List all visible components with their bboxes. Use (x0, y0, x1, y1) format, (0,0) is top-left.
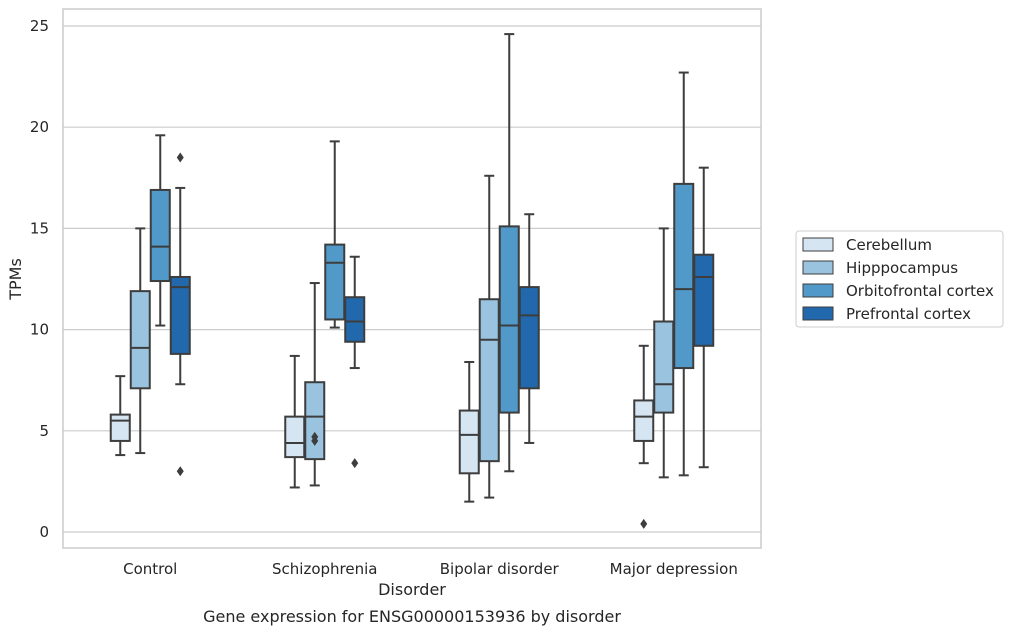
legend[interactable]: Cerebellum Hipppocampus Orbitofrontal cort… (795, 230, 1004, 328)
box-prefrontal-cortex (518, 213, 540, 444)
box-body (693, 253, 715, 347)
box-body (149, 188, 171, 283)
box-cerebellum (109, 375, 131, 457)
x-tick-label: Control (123, 560, 177, 578)
outlier-point (176, 466, 184, 477)
x-axis-label: Disorder (378, 580, 446, 599)
box-prefrontal-cortex (169, 152, 191, 477)
x-tick-label: Major depression (610, 560, 738, 578)
y-tick-label: 15 (30, 219, 49, 237)
legend-swatch (802, 260, 834, 275)
x-tick-label: Bipolar disorder (440, 560, 560, 578)
box-hipppocampus (304, 282, 326, 487)
legend-label: Cerebellum (846, 236, 932, 254)
box-orbitofrontal-cortex (324, 140, 346, 329)
box-hipppocampus (129, 227, 151, 455)
y-tick-labels: 0 5 10 15 20 25 (30, 17, 49, 541)
x-tick-label: Schizophrenia (272, 560, 377, 578)
legend-label: Prefrontal cortex (846, 305, 971, 323)
box-orbitofrontal-cortex (149, 134, 171, 327)
plot-frame (62, 8, 762, 549)
y-tick-label: 25 (30, 17, 49, 35)
outlier-point (311, 431, 319, 442)
legend-label: Orbitofrontal cortex (846, 282, 994, 300)
outlier-point (640, 518, 648, 529)
legend-swatch (802, 237, 834, 252)
box-prefrontal-cortex (344, 255, 366, 469)
box-cerebellum (633, 344, 655, 529)
box-body (304, 381, 326, 461)
x-tick-labels: Control Schizophrenia Bipolar disorder Majo… (123, 560, 738, 578)
box-body (129, 290, 151, 390)
y-tick-label: 5 (39, 422, 49, 440)
box-cerebellum (458, 360, 480, 503)
box-body (458, 409, 480, 475)
legend-label: Hipppocampus (846, 259, 958, 277)
y-axis-label: TPMs (6, 258, 25, 301)
outlier-point (351, 458, 359, 469)
y-tick-label: 0 (39, 523, 49, 541)
outlier-point (176, 152, 184, 163)
box-body (344, 296, 366, 343)
boxes (109, 33, 715, 529)
box-body (498, 225, 520, 414)
box-orbitofrontal-cortex (673, 71, 695, 477)
box-body (653, 320, 675, 414)
box-body (169, 275, 191, 355)
y-tick-label: 10 (30, 321, 49, 339)
box-prefrontal-cortex (693, 166, 715, 469)
box-body (324, 243, 346, 321)
legend-swatch (802, 306, 834, 321)
chart-caption: Gene expression for ENSG00000153936 by d… (203, 607, 621, 626)
box-body (673, 182, 695, 370)
box-body (284, 415, 306, 459)
legend-frame (795, 230, 1004, 328)
box-body (109, 413, 131, 442)
box-body (633, 399, 655, 442)
y-tick-label: 20 (30, 118, 49, 136)
box-body (478, 298, 500, 463)
box-hipppocampus (653, 227, 675, 479)
box-body (518, 286, 540, 390)
legend-swatch (802, 283, 834, 298)
